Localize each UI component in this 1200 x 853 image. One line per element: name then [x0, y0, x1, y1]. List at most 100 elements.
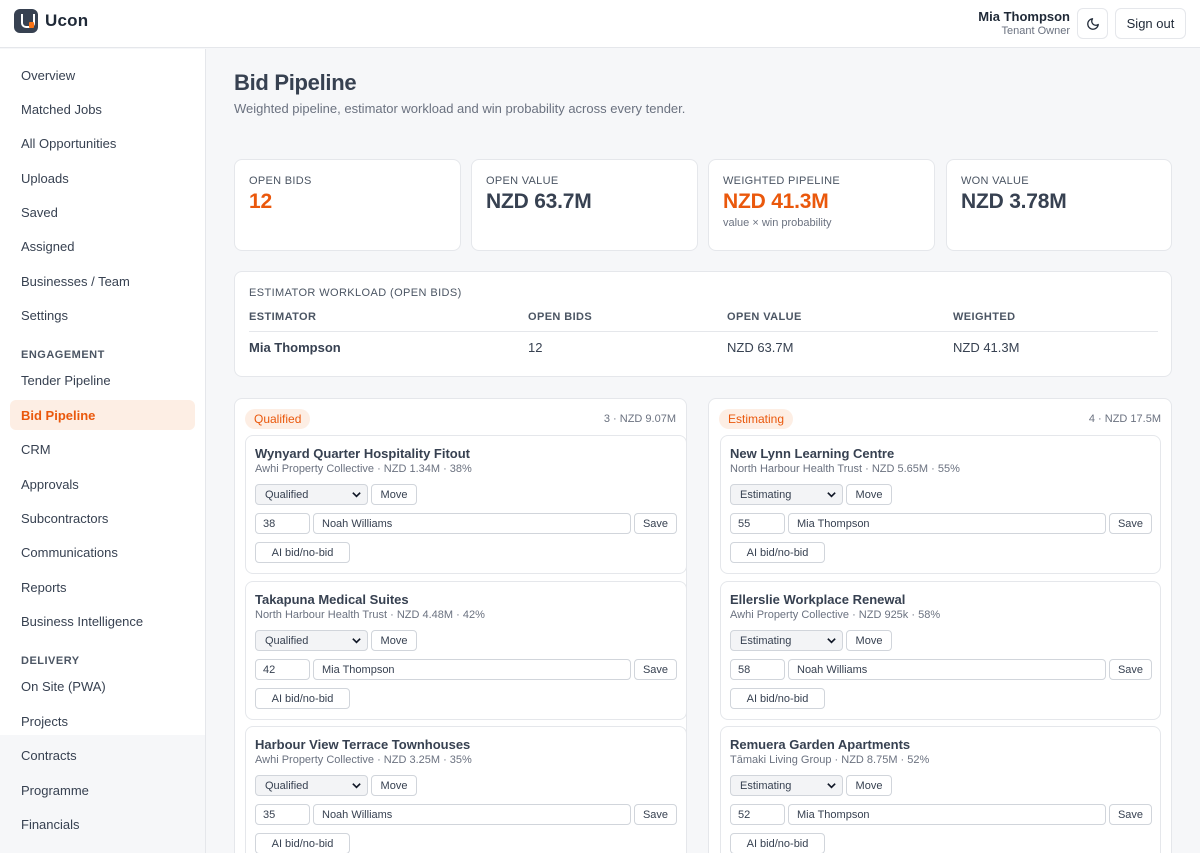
column-summary: 3 · NZD 9.07M: [603, 413, 676, 425]
stage-column-qualified: Qualified 3 · NZD 9.07M Wynyard Quarter …: [234, 398, 687, 853]
sidebar-item-programme[interactable]: Programme: [21, 782, 89, 798]
ai-bid-no-bid-button[interactable]: AI bid/no-bid: [730, 688, 825, 709]
bid-name: Wynyard Quarter Hospitality Fitout: [255, 446, 471, 461]
bid-name: Ellerslie Workplace Renewal: [730, 592, 906, 607]
bid-card[interactable]: Wynyard Quarter Hospitality Fitout Awhi …: [245, 435, 687, 574]
workload-header-estimator: ESTIMATOR: [249, 311, 317, 323]
sidebar-item-overview[interactable]: Overview: [21, 67, 76, 83]
stage-select[interactable]: Estimating: [730, 484, 843, 505]
estimator-input[interactable]: Noah Williams: [313, 804, 631, 825]
probability-input[interactable]: 38: [255, 513, 310, 534]
sidebar-item-contracts[interactable]: Contracts: [21, 747, 77, 763]
ai-bid-no-bid-button[interactable]: AI bid/no-bid: [255, 688, 350, 709]
save-button[interactable]: Save: [634, 804, 677, 825]
sidebar-item-settings[interactable]: Settings: [21, 307, 68, 323]
stat-value: NZD 41.3M: [723, 190, 829, 213]
probability-input[interactable]: 58: [730, 659, 785, 680]
save-button[interactable]: Save: [1109, 513, 1152, 534]
workload-cell-weighted: NZD 41.3M: [953, 340, 1020, 355]
sidebar-item-businesses-team[interactable]: Businesses / Team: [21, 273, 130, 289]
move-button[interactable]: Move: [846, 484, 892, 505]
nav-section-engagement: ENGAGEMENT: [21, 349, 105, 361]
sidebar-item-approvals[interactable]: Approvals: [21, 476, 79, 492]
sidebar-item-tender-pipeline[interactable]: Tender Pipeline: [21, 372, 111, 388]
stat-card-weighted-pipeline: WEIGHTED PIPELINE NZD 41.3M value × win …: [708, 159, 935, 251]
sidebar-item-crm[interactable]: CRM: [21, 441, 51, 457]
bid-card[interactable]: Takapuna Medical Suites North Harbour He…: [245, 581, 687, 720]
ai-bid-no-bid-button[interactable]: AI bid/no-bid: [255, 833, 350, 853]
move-button[interactable]: Move: [371, 630, 417, 651]
sidebar-item-bid-pipeline[interactable]: Bid Pipeline: [10, 400, 195, 430]
probability-input[interactable]: 55: [730, 513, 785, 534]
bid-name: Remuera Garden Apartments: [730, 737, 911, 752]
move-button[interactable]: Move: [371, 484, 417, 505]
sidebar-item-assigned[interactable]: Assigned: [21, 238, 75, 254]
bid-meta: Awhi Property Collective · NZD 3.25M · 3…: [255, 754, 472, 766]
move-button[interactable]: Move: [846, 775, 892, 796]
sign-out-button[interactable]: Sign out: [1115, 8, 1186, 39]
sidebar-item-business-intelligence[interactable]: Business Intelligence: [21, 613, 144, 629]
stat-value: 12: [249, 190, 272, 213]
stage-select-value: Qualified: [265, 488, 309, 501]
bid-card[interactable]: New Lynn Learning Centre North Harbour H…: [720, 435, 1161, 574]
sidebar-lower-area: [0, 735, 205, 853]
ai-bid-no-bid-button[interactable]: AI bid/no-bid: [730, 542, 825, 563]
estimator-input[interactable]: Mia Thompson: [788, 513, 1106, 534]
moon-icon: [1086, 17, 1099, 30]
stage-select[interactable]: Qualified: [255, 484, 368, 505]
app-logo[interactable]: Ucon: [14, 9, 88, 33]
ai-bid-no-bid-button[interactable]: AI bid/no-bid: [730, 833, 825, 853]
sidebar-item-all-opportunities[interactable]: All Opportunities: [21, 135, 117, 151]
probability-input[interactable]: 52: [730, 804, 785, 825]
chevron-down-icon: [827, 638, 836, 644]
bid-card[interactable]: Harbour View Terrace Townhouses Awhi Pro…: [245, 726, 687, 853]
user-role: Tenant Owner: [1001, 25, 1070, 37]
chevron-down-icon: [827, 783, 836, 789]
save-button[interactable]: Save: [1109, 659, 1152, 680]
stage-select[interactable]: Qualified: [255, 630, 368, 651]
theme-toggle-button[interactable]: [1077, 8, 1108, 39]
stage-pill: Estimating: [719, 409, 794, 429]
sidebar: Overview Matched Jobs All Opportunities …: [0, 49, 206, 853]
save-button[interactable]: Save: [1109, 804, 1152, 825]
move-button[interactable]: Move: [371, 775, 417, 796]
chevron-down-icon: [352, 638, 361, 644]
sidebar-item-saved[interactable]: Saved: [21, 204, 58, 220]
save-button[interactable]: Save: [634, 513, 677, 534]
stat-label: OPEN BIDS: [249, 175, 312, 187]
workload-divider: [249, 331, 1158, 332]
move-button[interactable]: Move: [846, 630, 892, 651]
stage-select[interactable]: Qualified: [255, 775, 368, 796]
sidebar-item-subcontractors[interactable]: Subcontractors: [21, 510, 109, 526]
page-subtitle: Weighted pipeline, estimator workload an…: [234, 101, 686, 116]
stage-select[interactable]: Estimating: [730, 630, 843, 651]
estimator-input[interactable]: Noah Williams: [313, 513, 631, 534]
save-button[interactable]: Save: [634, 659, 677, 680]
sidebar-item-on-site[interactable]: On Site (PWA): [21, 678, 106, 694]
estimator-input[interactable]: Noah Williams: [788, 659, 1106, 680]
estimator-input[interactable]: Mia Thompson: [313, 659, 631, 680]
bid-name: Harbour View Terrace Townhouses: [255, 737, 471, 752]
sidebar-item-uploads[interactable]: Uploads: [21, 170, 69, 186]
probability-input[interactable]: 42: [255, 659, 310, 680]
sidebar-item-reports[interactable]: Reports: [21, 579, 67, 595]
bid-meta: Awhi Property Collective · NZD 1.34M · 3…: [255, 463, 472, 475]
estimator-input[interactable]: Mia Thompson: [788, 804, 1106, 825]
sidebar-item-matched-jobs[interactable]: Matched Jobs: [21, 101, 102, 117]
chevron-down-icon: [352, 492, 361, 498]
stage-select-value: Estimating: [740, 488, 792, 501]
workload-cell-estimator: Mia Thompson: [249, 340, 341, 355]
stage-select[interactable]: Estimating: [730, 775, 843, 796]
bid-card[interactable]: Ellerslie Workplace Renewal Awhi Propert…: [720, 581, 1161, 720]
bid-name: Takapuna Medical Suites: [255, 592, 409, 607]
sidebar-item-communications[interactable]: Communications: [21, 544, 118, 560]
stat-label: WON VALUE: [961, 175, 1029, 187]
ai-bid-no-bid-button[interactable]: AI bid/no-bid: [255, 542, 350, 563]
app-name: Ucon: [45, 11, 89, 30]
sidebar-item-projects[interactable]: Projects: [21, 713, 68, 729]
bid-card[interactable]: Remuera Garden Apartments Tāmaki Living …: [720, 726, 1161, 853]
sidebar-item-financials[interactable]: Financials: [21, 816, 80, 832]
stat-card-open-bids: OPEN BIDS 12: [234, 159, 461, 251]
stage-select-value: Estimating: [740, 779, 792, 792]
probability-input[interactable]: 35: [255, 804, 310, 825]
